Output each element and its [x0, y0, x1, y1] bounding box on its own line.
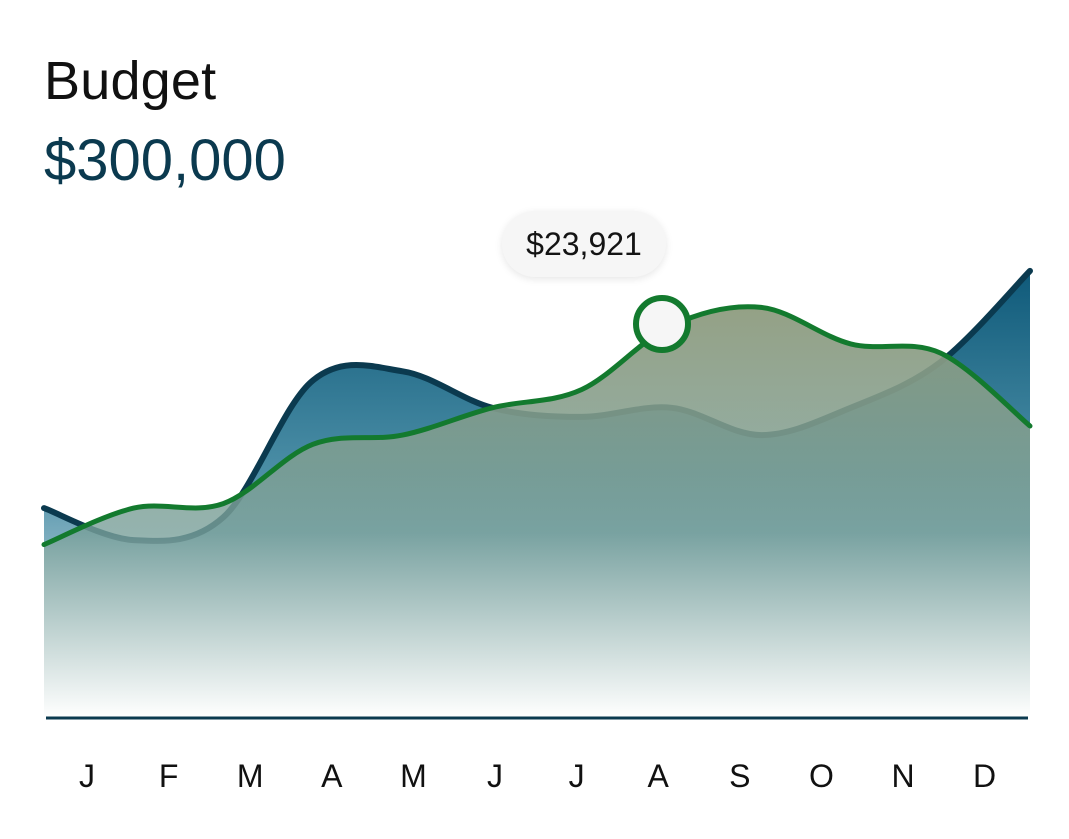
x-tick-label-8: S [729, 758, 750, 794]
x-tick-label-7: A [648, 758, 670, 794]
x-tick-label-0: J [79, 758, 95, 794]
page-title: Budget [44, 51, 217, 111]
x-tick-label-5: J [487, 758, 503, 794]
highlight-marker[interactable] [633, 295, 691, 353]
x-tick-label-2: M [237, 758, 264, 794]
x-tick-label-6: J [569, 758, 585, 794]
x-tick-label-9: O [809, 758, 834, 794]
x-tick-label-11: D [973, 758, 996, 794]
value-tooltip: $23,921 [502, 211, 666, 277]
x-tick-label-10: N [891, 758, 914, 794]
x-tick-label-3: A [321, 758, 343, 794]
spend-series-area [44, 306, 1030, 718]
x-tick-label-4: M [400, 758, 427, 794]
plot-area [41, 267, 1033, 718]
spend-series-line [41, 304, 1033, 548]
budget-amount: $300,000 [44, 128, 286, 193]
x-tick-label-1: F [159, 758, 179, 794]
